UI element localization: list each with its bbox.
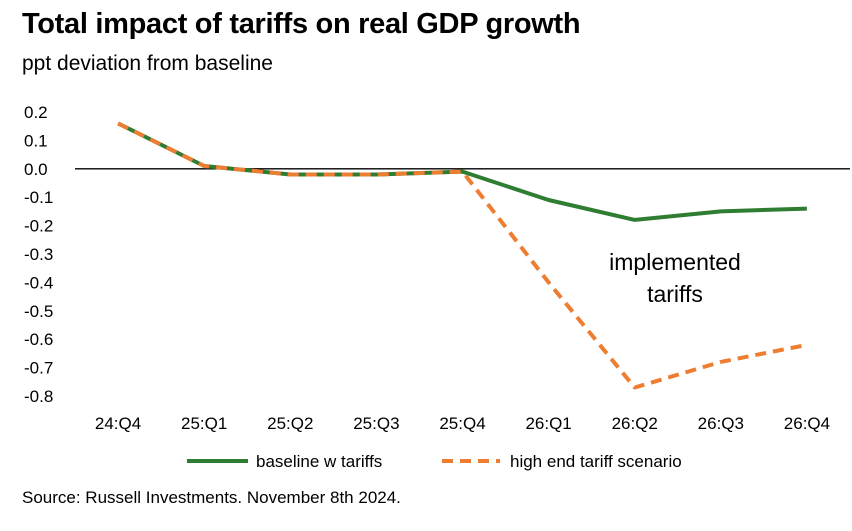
annotation-line-2: tariffs	[647, 281, 703, 307]
chart-subtitle: ppt deviation from baseline	[22, 52, 273, 75]
y-tick-label: 0.0	[24, 160, 48, 179]
x-tick-label: 25:Q3	[353, 414, 399, 433]
x-tick-label: 25:Q4	[439, 414, 485, 433]
series-lines	[117, 121, 808, 390]
annotation-line-1: implemented	[609, 249, 741, 275]
y-tick-label: 0.2	[24, 103, 48, 122]
y-tick-label: -0.2	[24, 217, 53, 236]
legend-baseline-label: baseline w tariffs	[256, 452, 382, 471]
legend: baseline w tariffs high end tariff scena…	[187, 452, 682, 471]
x-tick-label: 26:Q3	[698, 414, 744, 433]
series-line-high-end	[117, 121, 808, 390]
series-line-baseline	[117, 121, 807, 222]
x-tick-label: 25:Q1	[181, 414, 227, 433]
source-note: Source: Russell Investments. November 8t…	[22, 488, 401, 507]
x-axis-ticks: 24:Q4 25:Q1 25:Q2 25:Q3 25:Q4 26:Q1 26:Q2 26:Q3…	[95, 414, 830, 433]
y-tick-label: -0.7	[24, 359, 53, 378]
y-tick-label: -0.8	[24, 387, 53, 406]
x-tick-label: 24:Q4	[95, 414, 141, 433]
y-axis-ticks: 0.2 0.1 0.0 -0.1 -0.2 -0.3 -0.4 -0.5 -0.6 -0.7 -0.…	[24, 103, 53, 406]
y-tick-label: -0.5	[24, 302, 53, 321]
chart-title: Total impact of tariffs on real GDP grow…	[22, 8, 581, 40]
y-tick-label: -0.4	[24, 273, 53, 292]
y-tick-label: -0.1	[24, 188, 53, 207]
y-tick-label: 0.1	[24, 131, 48, 150]
x-tick-label: 25:Q2	[267, 414, 313, 433]
x-tick-label: 26:Q1	[525, 414, 571, 433]
y-tick-label: -0.6	[24, 330, 53, 349]
x-tick-label: 26:Q2	[612, 414, 658, 433]
y-tick-label: -0.3	[24, 245, 53, 264]
x-tick-label: 26:Q4	[784, 414, 830, 433]
legend-high-end-label: high end tariff scenario	[510, 452, 682, 471]
